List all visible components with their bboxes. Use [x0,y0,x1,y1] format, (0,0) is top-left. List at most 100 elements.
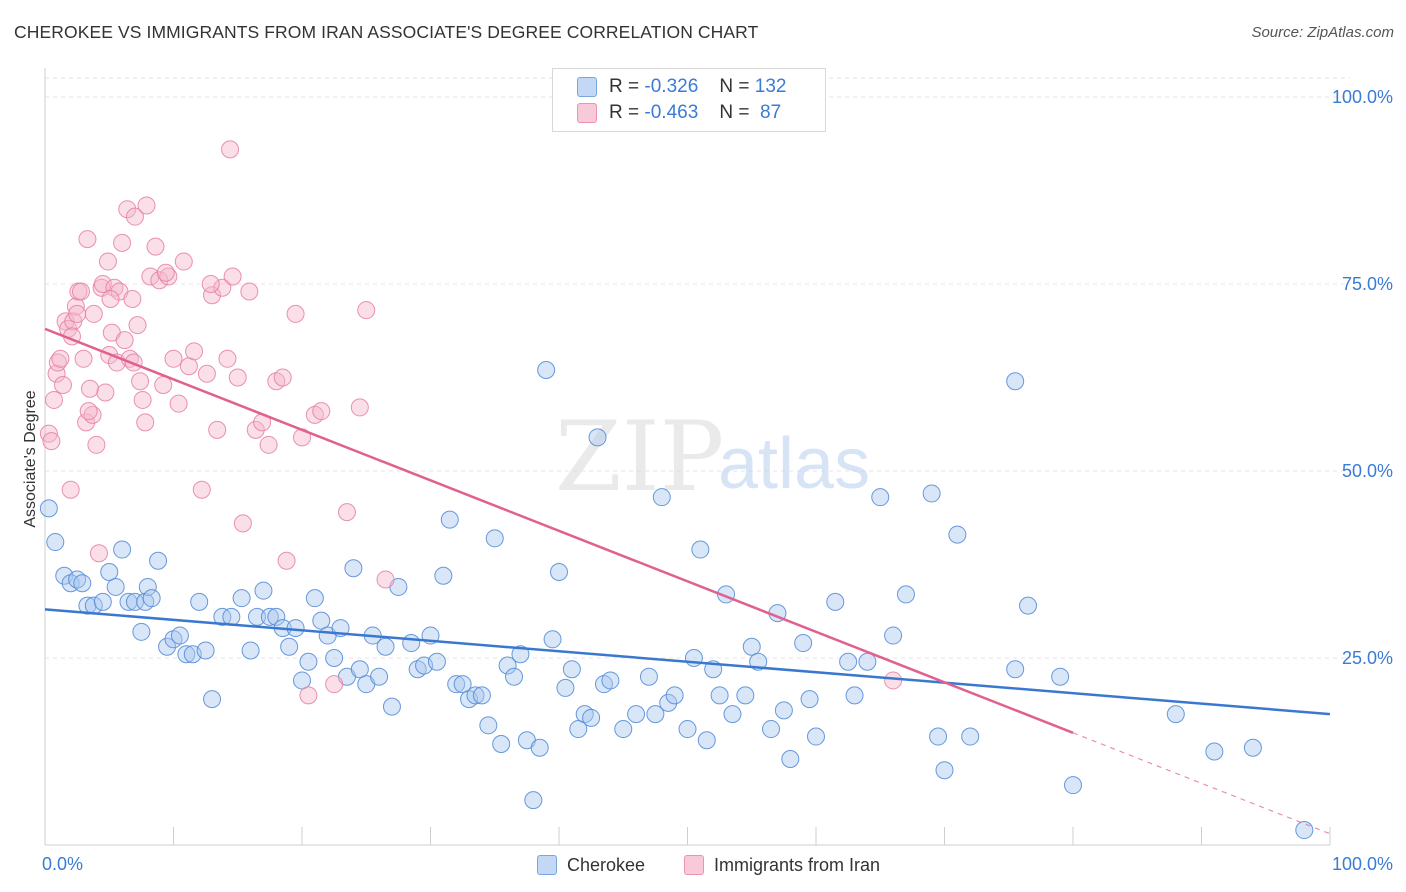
cherokee-point [1064,776,1082,795]
iran-point [74,349,93,368]
cherokee-point [241,641,260,660]
cherokee-point [659,693,678,712]
iran-point [223,267,242,286]
iran-point [133,390,152,409]
cherokee-point [774,701,793,720]
cherokee-point [472,686,491,705]
cherokee-point [498,656,517,675]
bottom-legend-label-cherokee: Cherokee [567,854,646,875]
legend-row-iran: R = -0.463 N = 87 [577,101,781,125]
iran-point [61,480,80,499]
iran-point [185,342,204,361]
cherokee-point [479,716,498,735]
cherokee-point [190,592,209,611]
iran-point [273,368,292,387]
cherokee-point [1166,705,1185,724]
iran-point [884,671,903,690]
cherokee-point [73,574,92,593]
iran-point [169,394,188,413]
y-tick-label: 50.0% [1342,461,1393,481]
iran-point [53,375,72,394]
x-tick-label-min: 0.0% [42,854,83,874]
cherokee-point [1243,738,1262,757]
cherokee-point [1006,660,1025,679]
cherokee-point [93,592,112,611]
cherokee-point [485,529,504,548]
legend-n-value: 87 [754,102,782,123]
source-label: Source: ZipAtlas.com [1251,24,1394,41]
iran-point [233,514,252,533]
iran-point [218,349,237,368]
cherokee-point [440,510,459,529]
cherokee-point [858,652,877,671]
iran-point [286,304,305,323]
iran-point [136,413,155,432]
iran-point [201,275,220,293]
y-tick-label: 100.0% [1332,87,1393,107]
iran-point [118,200,137,219]
iran-trend-line [44,327,1074,734]
iran-point [42,432,61,451]
cherokee-point [453,675,472,694]
cherokee-point [299,652,318,671]
cherokee-point [142,589,161,608]
bottom-legend-swatch-cherokee [537,855,557,875]
iran-point [101,289,120,308]
cherokee-point [350,660,369,679]
cherokee-point [293,671,311,690]
iran-point [77,413,96,432]
cherokee-point [492,735,511,754]
legend-swatch-iran [577,103,597,123]
y-tick-label: 75.0% [1342,274,1393,294]
cherokee-point [652,488,671,507]
cherokee-point [588,428,607,447]
iran-point [98,252,117,271]
cherokee-point [132,622,151,641]
cherokee-point [1051,667,1070,686]
iran-point [156,263,175,282]
iran-point [154,375,173,394]
iran-point [125,207,144,226]
iran-point [259,435,278,454]
cherokee-point [177,645,196,664]
cherokee-point [697,731,716,750]
cherokee-point [149,551,168,570]
cherokee-point [961,727,980,746]
iran-point [376,570,395,589]
cherokee-point [845,686,864,705]
cherokee-point [505,667,524,686]
legend-n-value: 132 [754,76,787,97]
iran-point [137,196,156,215]
cherokee-point [511,645,530,664]
cherokee-point [402,634,421,653]
cherokee-point [556,678,575,697]
legend-r-value: -0.326 [644,76,699,97]
cherokee-point [447,675,466,694]
iran-point [174,252,193,271]
cherokee-point [254,581,273,600]
cherokee-point [1006,372,1025,391]
iran-point [84,304,103,323]
cherokee-point [1205,742,1224,761]
legend-r-value: -0.463 [644,102,699,123]
cherokee-point [646,705,665,724]
legend-n-label: N = [719,102,750,123]
x-tick-label-max: 100.0% [1332,854,1393,874]
iran-point [337,503,356,522]
cherokee-point [639,667,658,686]
cherokee-point [678,720,697,739]
cherokee-point [530,738,549,757]
bottom-legend-label-iran: Immigrants from Iran [714,854,881,875]
cherokee-point [125,592,144,611]
cherokee-point [601,671,620,690]
cherokee-point [896,585,915,604]
cherokee-point [370,667,389,686]
cherokee-point [203,690,222,709]
iran-point [39,424,58,443]
cherokee-point [196,641,215,660]
cherokee-point [280,637,299,656]
cherokee-point [826,592,845,611]
iran-point [113,233,132,252]
cherokee-point [627,705,646,724]
